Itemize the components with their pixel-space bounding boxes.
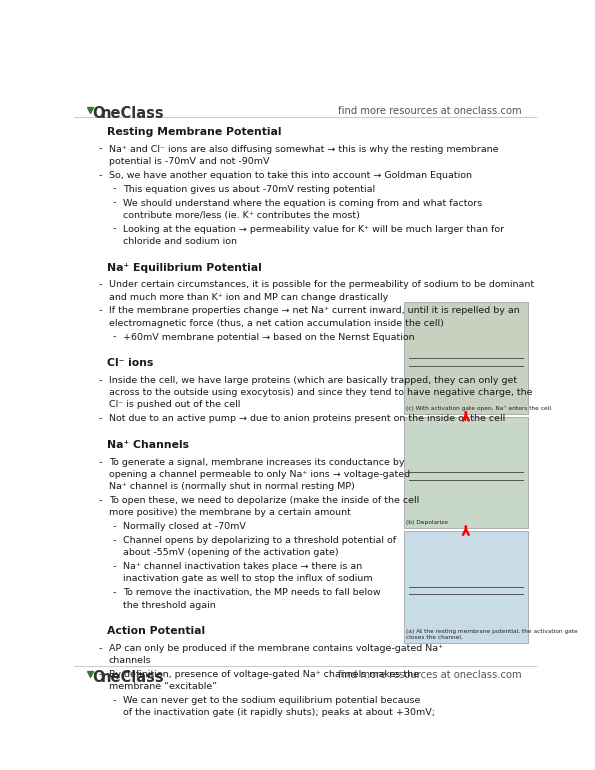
Text: about -55mV (opening of the activation gate): about -55mV (opening of the activation g…	[123, 548, 339, 557]
Text: To open these, we need to depolarize (make the inside of the cell: To open these, we need to depolarize (ma…	[109, 496, 419, 505]
Text: -: -	[113, 536, 116, 545]
Text: Na⁺ channel is (normally shut in normal resting MP): Na⁺ channel is (normally shut in normal …	[109, 482, 355, 491]
Text: We should understand where the equation is coming from and what factors: We should understand where the equation …	[123, 199, 482, 208]
Text: By definition, presence of voltage-gated Na⁺ channels makes the: By definition, presence of voltage-gated…	[109, 670, 419, 679]
Text: This equation gives us about -70mV resting potential: This equation gives us about -70mV resti…	[123, 185, 375, 193]
FancyBboxPatch shape	[404, 531, 528, 643]
Text: find more resources at oneclass.com: find more resources at oneclass.com	[338, 671, 522, 681]
Text: Not due to an active pump → due to anion proteins present on the inside of the c: Not due to an active pump → due to anion…	[109, 414, 505, 424]
Text: contribute more/less (ie. K⁺ contributes the most): contribute more/less (ie. K⁺ contributes…	[123, 211, 359, 219]
Text: Action Potential: Action Potential	[107, 626, 205, 636]
Text: -: -	[99, 496, 102, 505]
Text: Looking at the equation → permeability value for K⁺ will be much larger than for: Looking at the equation → permeability v…	[123, 225, 504, 233]
Text: O: O	[92, 106, 104, 121]
Text: channels: channels	[109, 656, 152, 665]
Text: To generate a signal, membrane increases its conductance by: To generate a signal, membrane increases…	[109, 458, 405, 467]
Text: Na⁺ channel inactivation takes place → there is an: Na⁺ channel inactivation takes place → t…	[123, 562, 362, 571]
Text: Channel opens by depolarizing to a threshold potential of: Channel opens by depolarizing to a thres…	[123, 536, 396, 545]
Text: -: -	[113, 588, 116, 598]
Text: Under certain circumstances, it is possible for the permeability of sodium to be: Under certain circumstances, it is possi…	[109, 280, 534, 290]
Text: O: O	[92, 671, 104, 685]
Text: Resting Membrane Potential: Resting Membrane Potential	[107, 127, 281, 137]
Text: -: -	[99, 280, 102, 290]
Text: neClass: neClass	[101, 106, 164, 121]
FancyBboxPatch shape	[404, 303, 528, 414]
Text: (b) Depolarize: (b) Depolarize	[406, 521, 449, 525]
Text: find more resources at oneclass.com: find more resources at oneclass.com	[338, 106, 522, 116]
Text: Na⁺ Equilibrium Potential: Na⁺ Equilibrium Potential	[107, 263, 261, 273]
Text: electromagnetic force (thus, a net cation accumulation inside the cell): electromagnetic force (thus, a net catio…	[109, 319, 444, 327]
Text: AP can only be produced if the membrane contains voltage-gated Na⁺: AP can only be produced if the membrane …	[109, 644, 443, 653]
Text: -: -	[99, 376, 102, 385]
Text: Na⁺ and Cl⁻ ions are also diffusing somewhat → this is why the resting membrane: Na⁺ and Cl⁻ ions are also diffusing some…	[109, 145, 499, 153]
Text: -: -	[99, 458, 102, 467]
Text: Na⁺ Channels: Na⁺ Channels	[107, 440, 189, 450]
Text: -: -	[99, 670, 102, 679]
Text: So, we have another equation to take this into account → Goldman Equation: So, we have another equation to take thi…	[109, 171, 472, 179]
Text: -: -	[113, 225, 116, 233]
Text: -: -	[99, 171, 102, 179]
Text: and much more than K⁺ ion and MP can change drastically: and much more than K⁺ ion and MP can cha…	[109, 293, 388, 302]
Text: more positive) the membrane by a certain amount: more positive) the membrane by a certain…	[109, 508, 351, 517]
Text: potential is -70mV and not -90mV: potential is -70mV and not -90mV	[109, 157, 270, 166]
Text: (a) At the resting membrane potential, the activation gate closes the channel.: (a) At the resting membrane potential, t…	[406, 629, 578, 640]
Text: We can never get to the sodium equilibrium potential because: We can never get to the sodium equilibri…	[123, 696, 420, 705]
Text: inactivation gate as well to stop the influx of sodium: inactivation gate as well to stop the in…	[123, 574, 372, 584]
Text: Cl⁻ is pushed out of the cell: Cl⁻ is pushed out of the cell	[109, 400, 240, 410]
Text: -: -	[99, 644, 102, 653]
Text: chloride and sodium ion: chloride and sodium ion	[123, 236, 237, 246]
Text: Inside the cell, we have large proteins (which are basically trapped, they can o: Inside the cell, we have large proteins …	[109, 376, 517, 385]
Text: If the membrane properties change → net Na⁺ current inward, until it is repelled: If the membrane properties change → net …	[109, 306, 519, 316]
Text: -: -	[113, 185, 116, 193]
Text: -: -	[113, 522, 116, 531]
Text: -: -	[113, 696, 116, 705]
Text: -: -	[99, 414, 102, 424]
Text: -: -	[113, 199, 116, 208]
Text: -: -	[113, 562, 116, 571]
Text: the threshold again: the threshold again	[123, 601, 215, 610]
Text: Normally closed at -70mV: Normally closed at -70mV	[123, 522, 246, 531]
FancyBboxPatch shape	[404, 417, 528, 528]
Text: Cl⁻ ions: Cl⁻ ions	[107, 358, 153, 368]
Text: membrane “excitable”: membrane “excitable”	[109, 682, 217, 691]
Text: across to the outside using exocytosis) and since they tend to have negative cha: across to the outside using exocytosis) …	[109, 388, 533, 397]
Text: of the inactivation gate (it rapidly shuts); peaks at about +30mV;: of the inactivation gate (it rapidly shu…	[123, 708, 435, 718]
Text: opening a channel permeable to only Na⁺ ions → voltage-gated: opening a channel permeable to only Na⁺ …	[109, 470, 410, 479]
Text: +60mV membrane potential → based on the Nernst Equation: +60mV membrane potential → based on the …	[123, 333, 415, 342]
Text: To remove the inactivation, the MP needs to fall below: To remove the inactivation, the MP needs…	[123, 588, 380, 598]
Text: (c) With activation gate open, Na⁺ enters the cell.: (c) With activation gate open, Na⁺ enter…	[406, 406, 553, 411]
Text: -: -	[99, 145, 102, 153]
Text: -: -	[113, 333, 116, 342]
Text: neClass: neClass	[101, 671, 164, 685]
Text: -: -	[99, 306, 102, 316]
